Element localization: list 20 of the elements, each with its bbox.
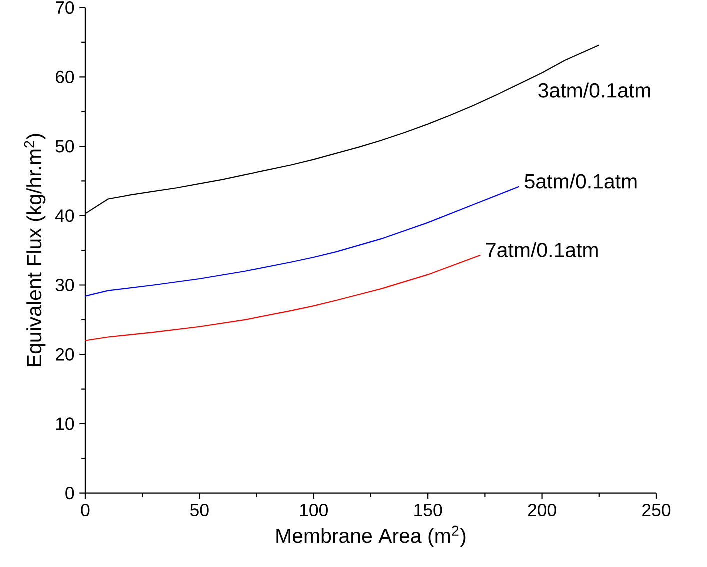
x-tick-label: 50 bbox=[190, 504, 209, 516]
y-tick-label: 30 bbox=[56, 278, 74, 292]
x-tick-label: 100 bbox=[300, 504, 328, 516]
series-label: 5atm/0.1atm bbox=[525, 174, 637, 189]
x-tick-label: 150 bbox=[414, 504, 442, 516]
y-tick-label: 20 bbox=[56, 348, 74, 361]
x-tick-label: 250 bbox=[642, 504, 671, 516]
y-tick-label: 0 bbox=[66, 486, 74, 500]
y-tick-label: 40 bbox=[55, 210, 74, 222]
x-axis-title: Membrane Area (m$^{2}$) bbox=[276, 526, 466, 548]
line-series bbox=[84, 254, 482, 342]
y-tick-label: 10 bbox=[56, 418, 74, 430]
y-tick-label: 50 bbox=[56, 140, 74, 153]
y-tick-label: 60 bbox=[56, 70, 74, 84]
x-tick-label: 0 bbox=[81, 504, 90, 516]
x-tick-label: 200 bbox=[528, 504, 556, 516]
series-label: 3atm/0.1atm bbox=[538, 82, 650, 98]
series-label: 7atm/0.1atm bbox=[486, 242, 598, 258]
y-tick-label: 70 bbox=[56, 1, 74, 14]
y-axis-title: Equivalent Flux (kg/hr.m$^{2}$) bbox=[24, 134, 46, 366]
